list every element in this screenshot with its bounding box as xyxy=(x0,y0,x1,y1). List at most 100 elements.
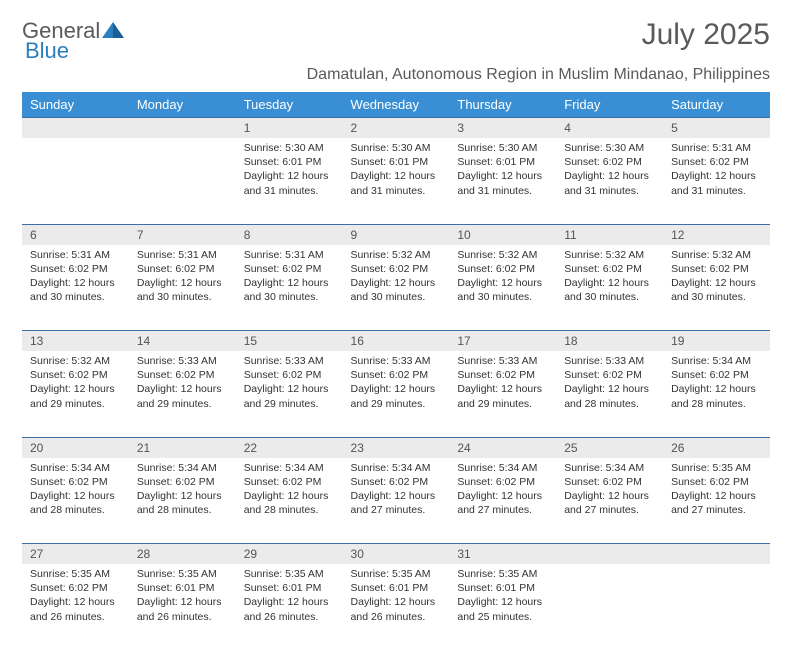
content-row: Sunrise: 5:34 AMSunset: 6:02 PMDaylight:… xyxy=(22,458,770,544)
daynum-cell: 13 xyxy=(22,331,129,352)
day-cell xyxy=(663,564,770,650)
daynum-cell: 17 xyxy=(449,331,556,352)
day-cell: Sunrise: 5:34 AMSunset: 6:02 PMDaylight:… xyxy=(129,458,236,544)
day-cell: Sunrise: 5:34 AMSunset: 6:02 PMDaylight:… xyxy=(663,351,770,437)
weekday-saturday: Saturday xyxy=(663,92,770,118)
day-content: Sunrise: 5:31 AMSunset: 6:02 PMDaylight:… xyxy=(22,245,129,311)
daynum-cell: 14 xyxy=(129,331,236,352)
day-cell: Sunrise: 5:33 AMSunset: 6:02 PMDaylight:… xyxy=(556,351,663,437)
day-cell: Sunrise: 5:34 AMSunset: 6:02 PMDaylight:… xyxy=(449,458,556,544)
location-subtitle: Damatulan, Autonomous Region in Muslim M… xyxy=(22,66,770,84)
day-cell: Sunrise: 5:34 AMSunset: 6:02 PMDaylight:… xyxy=(343,458,450,544)
day-cell: Sunrise: 5:31 AMSunset: 6:02 PMDaylight:… xyxy=(236,245,343,331)
day-content: Sunrise: 5:30 AMSunset: 6:01 PMDaylight:… xyxy=(343,138,450,204)
day-cell: Sunrise: 5:35 AMSunset: 6:01 PMDaylight:… xyxy=(343,564,450,650)
day-cell xyxy=(556,564,663,650)
day-cell: Sunrise: 5:31 AMSunset: 6:02 PMDaylight:… xyxy=(22,245,129,331)
weekday-tuesday: Tuesday xyxy=(236,92,343,118)
daynum-cell: 6 xyxy=(22,224,129,245)
day-content: Sunrise: 5:32 AMSunset: 6:02 PMDaylight:… xyxy=(343,245,450,311)
day-cell: Sunrise: 5:35 AMSunset: 6:01 PMDaylight:… xyxy=(129,564,236,650)
daynum-row: 13141516171819 xyxy=(22,331,770,352)
day-content: Sunrise: 5:33 AMSunset: 6:02 PMDaylight:… xyxy=(129,351,236,417)
day-content: Sunrise: 5:35 AMSunset: 6:01 PMDaylight:… xyxy=(129,564,236,630)
day-content: Sunrise: 5:31 AMSunset: 6:02 PMDaylight:… xyxy=(236,245,343,311)
content-row: Sunrise: 5:32 AMSunset: 6:02 PMDaylight:… xyxy=(22,351,770,437)
daynum-cell: 26 xyxy=(663,437,770,458)
weekday-header-row: Sunday Monday Tuesday Wednesday Thursday… xyxy=(22,92,770,118)
day-content: Sunrise: 5:32 AMSunset: 6:02 PMDaylight:… xyxy=(663,245,770,311)
daynum-cell xyxy=(556,544,663,565)
day-content: Sunrise: 5:31 AMSunset: 6:02 PMDaylight:… xyxy=(129,245,236,311)
daynum-cell: 7 xyxy=(129,224,236,245)
day-cell: Sunrise: 5:32 AMSunset: 6:02 PMDaylight:… xyxy=(556,245,663,331)
day-cell: Sunrise: 5:33 AMSunset: 6:02 PMDaylight:… xyxy=(343,351,450,437)
day-cell: Sunrise: 5:30 AMSunset: 6:01 PMDaylight:… xyxy=(343,138,450,224)
day-cell: Sunrise: 5:30 AMSunset: 6:01 PMDaylight:… xyxy=(449,138,556,224)
day-content: Sunrise: 5:35 AMSunset: 6:02 PMDaylight:… xyxy=(663,458,770,524)
daynum-cell: 3 xyxy=(449,118,556,139)
weekday-sunday: Sunday xyxy=(22,92,129,118)
content-row: Sunrise: 5:35 AMSunset: 6:02 PMDaylight:… xyxy=(22,564,770,650)
daynum-cell: 29 xyxy=(236,544,343,565)
daynum-cell: 19 xyxy=(663,331,770,352)
daynum-cell: 8 xyxy=(236,224,343,245)
day-cell: Sunrise: 5:35 AMSunset: 6:02 PMDaylight:… xyxy=(663,458,770,544)
daynum-cell xyxy=(22,118,129,139)
daynum-row: 2728293031 xyxy=(22,544,770,565)
daynum-cell: 28 xyxy=(129,544,236,565)
day-cell: Sunrise: 5:35 AMSunset: 6:01 PMDaylight:… xyxy=(236,564,343,650)
daynum-cell: 9 xyxy=(343,224,450,245)
daynum-cell: 18 xyxy=(556,331,663,352)
day-cell: Sunrise: 5:34 AMSunset: 6:02 PMDaylight:… xyxy=(556,458,663,544)
daynum-cell: 1 xyxy=(236,118,343,139)
day-content: Sunrise: 5:33 AMSunset: 6:02 PMDaylight:… xyxy=(449,351,556,417)
day-content: Sunrise: 5:34 AMSunset: 6:02 PMDaylight:… xyxy=(556,458,663,524)
daynum-cell: 25 xyxy=(556,437,663,458)
day-cell: Sunrise: 5:34 AMSunset: 6:02 PMDaylight:… xyxy=(22,458,129,544)
day-content: Sunrise: 5:32 AMSunset: 6:02 PMDaylight:… xyxy=(449,245,556,311)
daynum-cell: 27 xyxy=(22,544,129,565)
daynum-cell: 11 xyxy=(556,224,663,245)
content-row: Sunrise: 5:30 AMSunset: 6:01 PMDaylight:… xyxy=(22,138,770,224)
logo-word-blue: Blue xyxy=(25,38,69,63)
day-cell xyxy=(22,138,129,224)
daynum-cell: 16 xyxy=(343,331,450,352)
content-row: Sunrise: 5:31 AMSunset: 6:02 PMDaylight:… xyxy=(22,245,770,331)
daynum-cell: 10 xyxy=(449,224,556,245)
day-content: Sunrise: 5:32 AMSunset: 6:02 PMDaylight:… xyxy=(556,245,663,311)
day-cell: Sunrise: 5:33 AMSunset: 6:02 PMDaylight:… xyxy=(449,351,556,437)
daynum-row: 20212223242526 xyxy=(22,437,770,458)
daynum-cell: 20 xyxy=(22,437,129,458)
day-content: Sunrise: 5:34 AMSunset: 6:02 PMDaylight:… xyxy=(343,458,450,524)
weekday-wednesday: Wednesday xyxy=(343,92,450,118)
day-content: Sunrise: 5:34 AMSunset: 6:02 PMDaylight:… xyxy=(236,458,343,524)
day-cell: Sunrise: 5:33 AMSunset: 6:02 PMDaylight:… xyxy=(236,351,343,437)
day-content: Sunrise: 5:35 AMSunset: 6:02 PMDaylight:… xyxy=(22,564,129,630)
day-cell: Sunrise: 5:31 AMSunset: 6:02 PMDaylight:… xyxy=(129,245,236,331)
daynum-cell: 21 xyxy=(129,437,236,458)
daynum-row: 12345 xyxy=(22,118,770,139)
day-cell: Sunrise: 5:32 AMSunset: 6:02 PMDaylight:… xyxy=(663,245,770,331)
day-cell: Sunrise: 5:32 AMSunset: 6:02 PMDaylight:… xyxy=(449,245,556,331)
calendar-page: General July 2025 Blue Damatulan, Autono… xyxy=(0,0,792,668)
day-content: Sunrise: 5:35 AMSunset: 6:01 PMDaylight:… xyxy=(449,564,556,630)
daynum-cell: 15 xyxy=(236,331,343,352)
weekday-monday: Monday xyxy=(129,92,236,118)
day-content: Sunrise: 5:33 AMSunset: 6:02 PMDaylight:… xyxy=(343,351,450,417)
day-content: Sunrise: 5:34 AMSunset: 6:02 PMDaylight:… xyxy=(22,458,129,524)
day-cell: Sunrise: 5:34 AMSunset: 6:02 PMDaylight:… xyxy=(236,458,343,544)
daynum-cell: 23 xyxy=(343,437,450,458)
day-content: Sunrise: 5:35 AMSunset: 6:01 PMDaylight:… xyxy=(343,564,450,630)
logo-triangle-icon xyxy=(102,18,124,44)
day-cell: Sunrise: 5:30 AMSunset: 6:02 PMDaylight:… xyxy=(556,138,663,224)
day-content: Sunrise: 5:30 AMSunset: 6:01 PMDaylight:… xyxy=(236,138,343,204)
day-content: Sunrise: 5:30 AMSunset: 6:01 PMDaylight:… xyxy=(449,138,556,204)
day-cell: Sunrise: 5:32 AMSunset: 6:02 PMDaylight:… xyxy=(22,351,129,437)
calendar-table: Sunday Monday Tuesday Wednesday Thursday… xyxy=(22,92,770,650)
day-cell: Sunrise: 5:32 AMSunset: 6:02 PMDaylight:… xyxy=(343,245,450,331)
daynum-cell xyxy=(663,544,770,565)
day-content: Sunrise: 5:34 AMSunset: 6:02 PMDaylight:… xyxy=(129,458,236,524)
day-content: Sunrise: 5:30 AMSunset: 6:02 PMDaylight:… xyxy=(556,138,663,204)
weekday-thursday: Thursday xyxy=(449,92,556,118)
